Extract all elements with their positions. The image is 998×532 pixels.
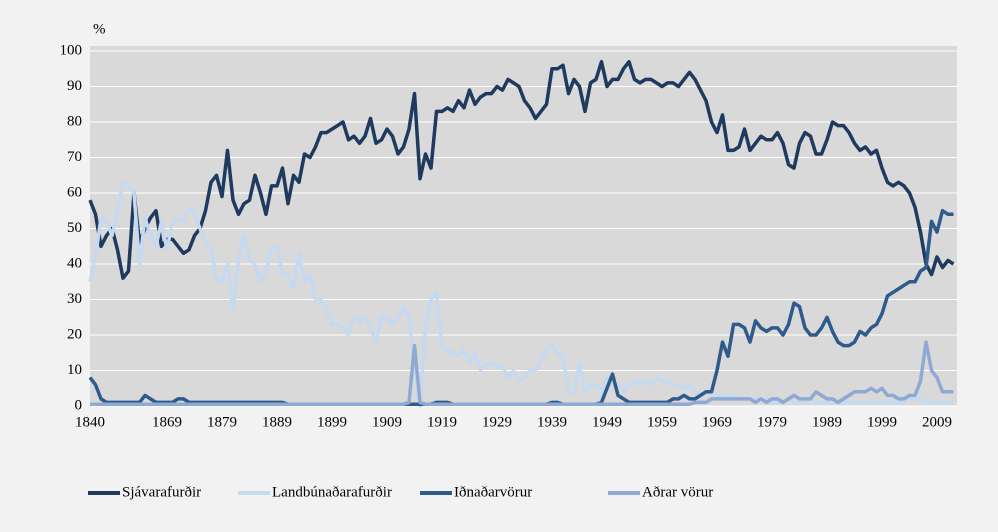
x-tick-label: 1959 — [647, 414, 677, 430]
x-tick-label: 1879 — [207, 414, 237, 430]
x-tick-label: 1899 — [317, 414, 347, 430]
y-tick-label: 60 — [67, 184, 82, 200]
y-tick-label: 50 — [67, 220, 82, 236]
x-tick-label: 1929 — [482, 414, 512, 430]
y-tick-label: 40 — [67, 255, 82, 271]
x-tick-label: 1969 — [702, 414, 732, 430]
y-tick-label: 100 — [60, 42, 83, 58]
x-tick-label: 1949 — [592, 414, 622, 430]
legend-label: Aðrar vörur — [642, 484, 713, 500]
x-tick-label: 1840 — [75, 414, 105, 430]
y-tick-label: 30 — [67, 291, 82, 307]
y-tick-label: 20 — [67, 326, 82, 342]
y-axis-label: % — [93, 21, 106, 37]
line-series — [88, 59, 955, 280]
x-tick-label: 1909 — [372, 414, 402, 430]
y-tick-label: 80 — [67, 113, 82, 129]
y-tick-label: 0 — [75, 397, 83, 413]
legend-label: Iðnaðarvörur — [454, 484, 532, 500]
y-tick-label: 70 — [67, 149, 82, 165]
legend-label: Landbúnaðarafurðir — [272, 484, 392, 500]
x-tick-label: 1979 — [757, 414, 787, 430]
y-tick-label: 10 — [67, 362, 82, 378]
x-tick-label: 1939 — [537, 414, 567, 430]
plot-area — [90, 46, 957, 406]
x-tick-label: 2009 — [922, 414, 952, 430]
x-tick-label: 1869 — [152, 414, 182, 430]
y-tick-label: 90 — [67, 78, 82, 94]
x-tick-label: 1999 — [867, 414, 897, 430]
legend-label: Sjávarafurðir — [122, 484, 201, 500]
line-series — [90, 340, 954, 406]
x-tick-label: 1889 — [262, 414, 292, 430]
x-tick-label: 1919 — [427, 414, 457, 430]
x-tick-label: 1989 — [812, 414, 842, 430]
